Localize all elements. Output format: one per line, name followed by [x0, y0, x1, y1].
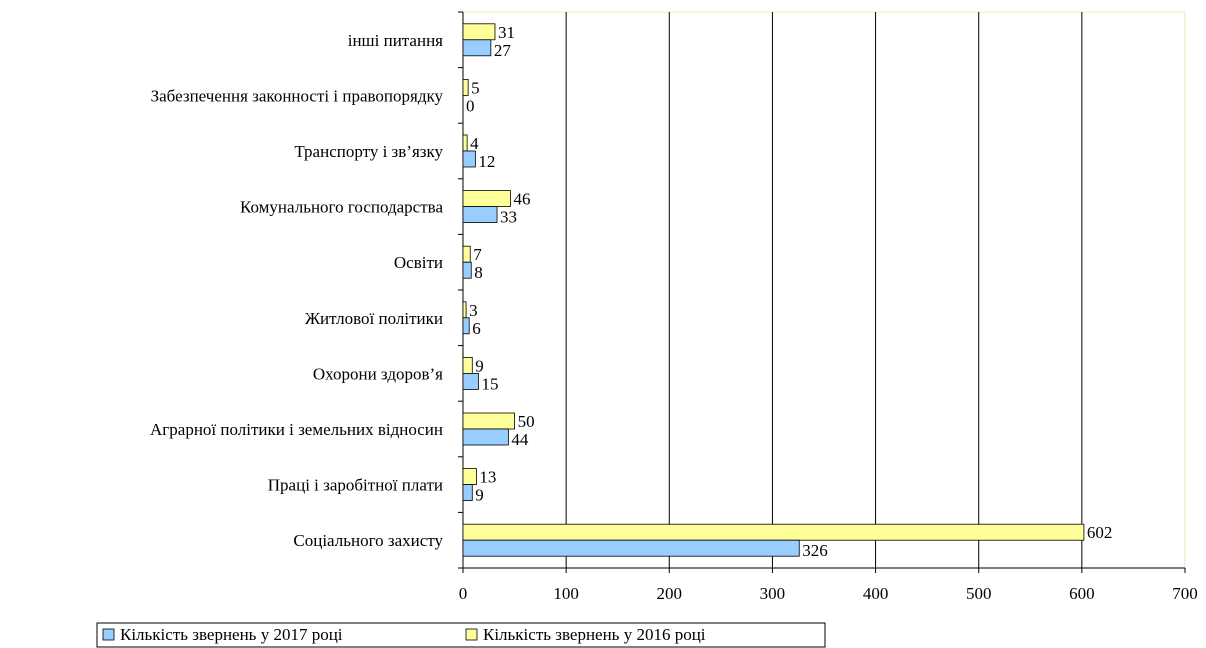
- bar-2016: [462, 245, 471, 263]
- category-label: Забезпечення законності і правопорядку: [151, 86, 444, 105]
- value-label-2017: 15: [481, 374, 498, 393]
- legend-label: Кількість звернень у 2016 році: [483, 625, 706, 644]
- bar-2017: [462, 150, 476, 168]
- bar-2016: [462, 23, 496, 41]
- value-label-2016: 9: [475, 356, 484, 375]
- category-label: Транспорту і зв’язку: [294, 142, 443, 161]
- value-label-2017: 44: [511, 430, 528, 449]
- bar-2017: [462, 539, 800, 557]
- bar-2017: [462, 206, 498, 224]
- bar-2016: [462, 190, 511, 208]
- labels: Соціального захисту 602 326 Праці і заробіт…: [150, 23, 1112, 560]
- legend-swatch: [102, 628, 115, 641]
- bar-2016: [462, 301, 467, 319]
- value-label-2017: 6: [472, 319, 481, 338]
- value-label-2016: 4: [470, 134, 479, 153]
- value-label-2016: 13: [479, 468, 496, 487]
- bar-2016: [462, 134, 468, 152]
- value-label-2017: 33: [500, 208, 517, 227]
- bar-2016: [462, 79, 469, 96]
- bar-2017: [462, 372, 479, 390]
- legend-swatch: [465, 628, 478, 641]
- category-label: інші питання: [348, 31, 443, 50]
- x-tick-label: 100: [553, 584, 579, 603]
- x-tick-label: 400: [863, 584, 889, 603]
- value-label-2016: 46: [513, 190, 530, 209]
- value-label-2016: 31: [498, 23, 515, 42]
- value-label-2016: 7: [473, 245, 482, 264]
- value-label-2017: 8: [474, 263, 483, 282]
- value-label-2016: 5: [471, 78, 480, 97]
- value-label-2017: 0: [466, 96, 475, 115]
- value-label-2017: 27: [494, 41, 512, 60]
- bars: [462, 23, 1085, 557]
- legend: Кількість звернень у 2017 році Кількість …: [96, 622, 826, 648]
- x-tick-label: 200: [657, 584, 683, 603]
- x-tick-label: 500: [966, 584, 992, 603]
- bar-2016: [462, 412, 515, 430]
- category-label: Комунального господарства: [240, 198, 443, 217]
- value-label-2017: 12: [478, 152, 495, 171]
- category-label: Соціального захисту: [293, 531, 443, 550]
- bar-2017: [462, 317, 470, 335]
- legend-label: Кількість звернень у 2017 році: [120, 625, 343, 644]
- category-label: Аграрної політики і земельних відносин: [150, 420, 443, 439]
- value-label-2017: 9: [475, 486, 484, 505]
- value-label-2016: 50: [518, 412, 535, 431]
- category-label: Житлової політики: [305, 309, 443, 328]
- x-tick-label: 300: [760, 584, 786, 603]
- category-label: Освіти: [394, 253, 443, 272]
- axes: 0 100 200 300 400 500 600 700: [458, 11, 1198, 603]
- grid-lines: [463, 11, 1186, 568]
- bar-2016: [462, 523, 1085, 541]
- bar-2016: [462, 468, 477, 486]
- category-label: Праці і заробітної плати: [268, 476, 443, 495]
- category-label: Охорони здоров’я: [313, 364, 443, 383]
- bar-2017: [462, 39, 492, 57]
- value-label-2016: 602: [1087, 523, 1113, 542]
- legend-box: [96, 622, 826, 648]
- value-label-2017: 326: [802, 541, 828, 560]
- bar-2017: [462, 428, 509, 446]
- bar-2017: [462, 484, 473, 502]
- x-tick-label: 600: [1069, 584, 1095, 603]
- x-tick-label: 700: [1172, 584, 1198, 603]
- bar-2016: [462, 356, 473, 374]
- value-label-2016: 3: [469, 301, 478, 320]
- bar-2017: [462, 261, 472, 279]
- x-tick-label: 0: [459, 584, 468, 603]
